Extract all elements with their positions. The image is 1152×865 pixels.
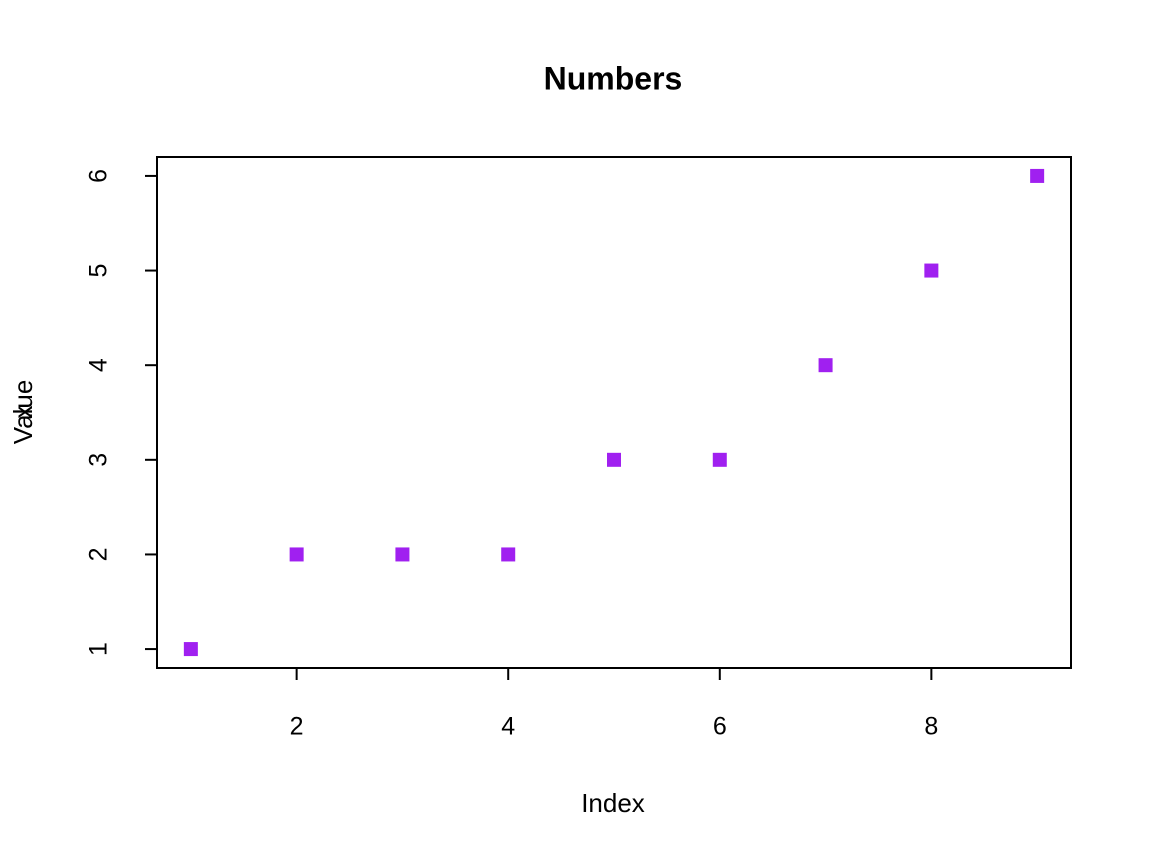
y-tick-label: 5 [85,264,113,278]
point [924,263,939,278]
point [501,547,516,562]
plot-frame [156,156,1072,669]
chart-title: Numbers [544,60,683,96]
x-axis-label: Index [581,788,645,818]
x-tick-label: 8 [924,713,938,741]
y-tick-label: 3 [85,453,113,467]
y-tick-label: 2 [85,547,113,561]
point [183,642,198,657]
y-axis-label-overlap: x [8,406,38,419]
x-tick-label: 6 [713,713,727,741]
point [395,547,410,562]
point [607,452,621,467]
point [289,547,304,562]
y-axis-label: Value [8,380,38,445]
x-tick-label: 2 [290,713,304,741]
point [712,452,727,467]
point [1030,168,1045,183]
y-tick-label: 1 [85,642,113,656]
y-tick-label: 4 [85,358,113,372]
y-tick-label: 6 [85,169,113,183]
point [818,358,833,373]
x-tick-label: 4 [501,713,515,741]
